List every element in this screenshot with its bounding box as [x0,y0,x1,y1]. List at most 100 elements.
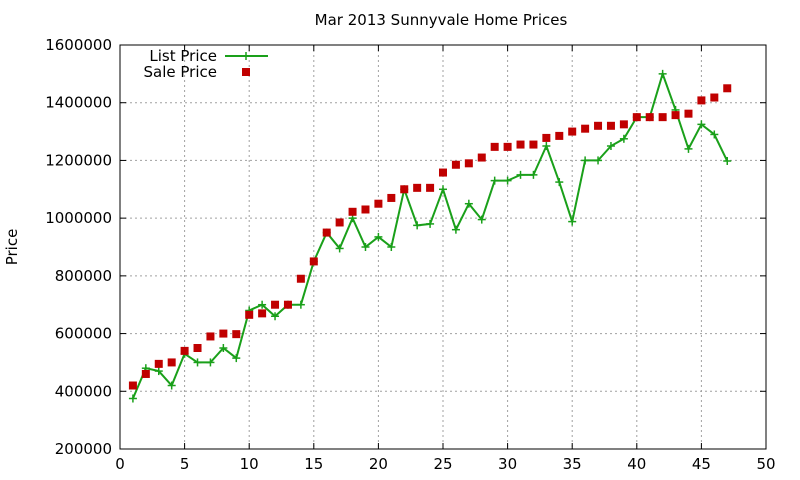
x-tick-label: 10 [240,455,259,473]
y-tick-label: 1200000 [45,151,112,169]
list-price-point [232,354,241,363]
y-tick-label: 200000 [55,440,112,458]
axis-ticks [119,44,767,450]
sale-price-point [594,121,603,130]
list-price-point [684,144,693,153]
list-price-point [296,300,305,309]
list-price-point [167,381,176,390]
y-tick-label: 400000 [55,382,112,400]
x-tick-label: 30 [498,455,517,473]
list-price-point [542,142,551,150]
x-tick-label: 50 [756,455,775,473]
list-price-point [128,394,137,403]
list-price-point [658,69,667,78]
list-price-point [451,225,460,234]
list-price-point [697,120,706,129]
series-sale-price [128,84,732,390]
sale-price-point [141,369,150,378]
list-price-point [529,170,538,179]
list-price-point [594,156,603,165]
legend: List Price Sale Price [144,47,268,81]
list-price-point [426,219,435,228]
list-price-point [464,199,473,208]
sale-price-point [723,84,732,93]
list-price-point [477,215,486,224]
y-axis-label: Price [3,229,21,266]
x-tick-label: 35 [563,455,582,473]
sale-price-point [400,185,409,194]
sale-price-point [426,183,435,192]
sale-price-point [645,113,654,122]
y-tick-label: 1600000 [45,36,112,54]
list-price-point [154,367,163,376]
sale-price-point [361,205,370,214]
sale-price-point [309,257,318,266]
sale-price-point [283,300,292,309]
sale-price-point [619,120,628,129]
list-price-point [516,170,525,179]
sale-price-point [464,159,473,168]
sale-price-point [710,93,719,102]
sale-price-point [232,330,241,339]
list-price-point [490,176,499,185]
sale-price-point [322,228,331,237]
legend-sample-list-price [225,52,268,60]
list-price-point [439,185,447,194]
list-price-point [619,134,628,143]
list-price-point [413,221,422,230]
list-price-point [271,312,280,321]
list-price-point [710,130,719,139]
list-price-point [723,157,732,166]
sale-price-point [387,193,396,202]
sale-price-point [658,113,667,122]
sale-price-point [374,199,383,208]
legend-label-sale-price: Sale Price [144,63,217,81]
sale-price-point [516,140,525,149]
sale-price-point [529,140,538,149]
sale-price-point [477,153,486,162]
x-tick-label: 20 [369,455,388,473]
legend-marker-list-price [242,52,250,60]
sale-price-point [180,346,189,355]
sale-price-point [348,207,357,216]
sale-price-point [193,344,202,352]
sale-price-point [671,111,680,120]
sale-price-point [684,109,693,118]
sale-price-point [490,142,499,151]
sale-price-point [128,381,137,390]
y-tick-label: 600000 [55,325,112,343]
list-price-point [568,217,577,226]
legend-marker-sale-price [242,68,250,76]
list-price-point [361,243,370,251]
sale-price-point [555,131,564,140]
list-price-point [335,244,344,253]
sale-price-point [296,274,305,283]
list-price-point [387,243,396,251]
list-price-point [581,156,590,165]
sale-price-point [154,359,163,368]
y-tick-label: 1000000 [45,209,112,227]
sale-price-point [258,309,267,318]
grid [120,45,766,449]
list-price-point [219,344,228,352]
y-tick-label: 1400000 [45,94,112,112]
series [128,69,732,403]
sale-price-point [581,124,590,133]
sale-price-point [503,142,512,151]
x-tick-label: 45 [692,455,711,473]
x-tick-label: 40 [627,455,646,473]
x-tick-label: 0 [115,455,125,473]
chart-title: Mar 2013 Sunnyvale Home Prices [315,11,568,29]
y-tick-label: 800000 [55,267,112,285]
sale-price-point [451,160,460,169]
list-price-point [555,178,564,187]
sale-price-point [542,133,551,142]
sale-price-point [632,113,641,122]
sale-price-point [413,183,422,192]
list-price-line [132,70,729,399]
list-price-point [606,142,615,150]
x-tick-label: 5 [180,455,190,473]
sale-price-point [219,329,228,338]
legend-label-list-price: List Price [149,47,217,65]
